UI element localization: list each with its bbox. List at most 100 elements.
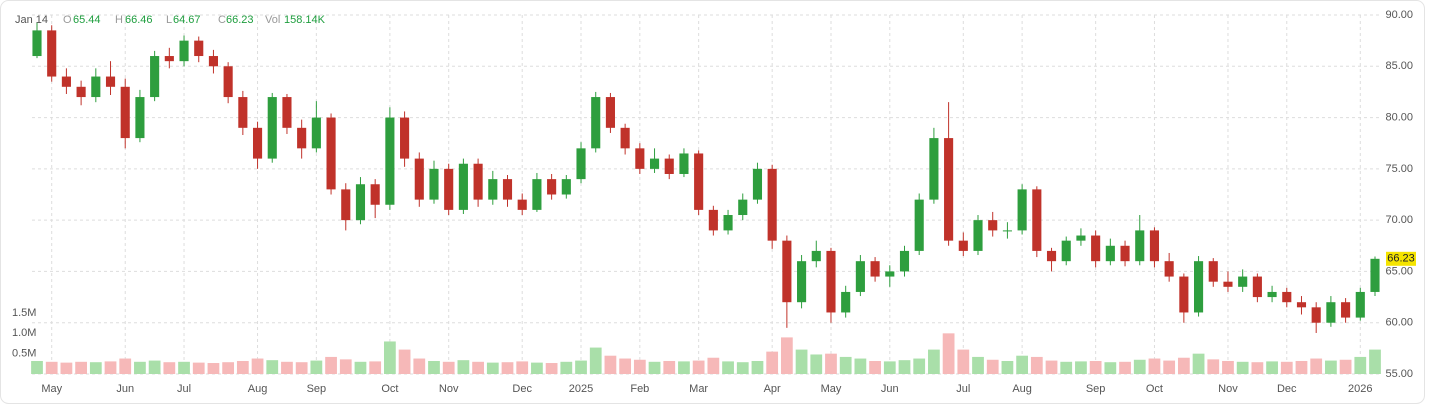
x-tick-label: Jun bbox=[116, 383, 134, 395]
volume-bar bbox=[1001, 360, 1014, 374]
volume-bar bbox=[1089, 360, 1102, 374]
volume-bar bbox=[192, 362, 205, 374]
candle-body bbox=[885, 271, 895, 277]
candle-body bbox=[1164, 261, 1174, 277]
volume-bar bbox=[104, 361, 117, 374]
candle-body bbox=[855, 261, 865, 292]
candle-body bbox=[179, 40, 189, 62]
candle-body bbox=[1355, 291, 1365, 318]
volume-bar bbox=[1030, 356, 1043, 374]
volume-bar bbox=[1045, 360, 1058, 374]
candle-body bbox=[355, 184, 366, 221]
last-price-box bbox=[1386, 251, 1416, 266]
candle-body bbox=[91, 76, 101, 98]
candle-body bbox=[370, 184, 380, 205]
volume-bar bbox=[942, 333, 955, 374]
candle-body bbox=[635, 148, 645, 169]
candle-body bbox=[61, 76, 71, 87]
volume-bar bbox=[1222, 360, 1234, 374]
candle-body bbox=[1194, 261, 1204, 313]
volume-bar bbox=[839, 356, 852, 374]
volume-bar bbox=[972, 356, 984, 374]
candle-body bbox=[1326, 302, 1336, 323]
candle-body bbox=[311, 117, 321, 149]
volume-bar bbox=[1163, 360, 1176, 374]
volume-bar bbox=[736, 362, 749, 374]
candle-body bbox=[120, 86, 130, 139]
candle-body bbox=[532, 179, 542, 210]
candle-body bbox=[267, 97, 277, 159]
field-label: C bbox=[218, 14, 226, 26]
volume-bar bbox=[854, 358, 867, 374]
candle-body bbox=[444, 168, 454, 210]
x-tick-label: Oct bbox=[1146, 383, 1163, 395]
candle-body bbox=[1208, 261, 1218, 282]
header: Jan 14 O 65.44 H 66.46 L 64.67 C 66.23 V… bbox=[15, 14, 326, 26]
field-value: 66.23 bbox=[226, 14, 254, 26]
y-tick-label: 85.00 bbox=[1385, 60, 1413, 72]
volume-bar bbox=[383, 341, 396, 374]
x-tick-label: Jun bbox=[881, 383, 899, 395]
x-tick-label: 2025 bbox=[569, 383, 593, 395]
candle-body bbox=[47, 30, 57, 77]
volume-bar bbox=[281, 361, 293, 374]
candle-body bbox=[841, 291, 851, 313]
volume-bar bbox=[1339, 359, 1352, 374]
x-tick-label: Mar bbox=[689, 383, 708, 395]
volume-bar bbox=[913, 358, 926, 374]
volume-bar bbox=[928, 349, 940, 374]
volume-bar bbox=[986, 359, 999, 374]
candle-body bbox=[797, 261, 807, 303]
field-label: O bbox=[63, 14, 72, 26]
volume-bar bbox=[898, 360, 911, 374]
volume-bar bbox=[207, 363, 220, 374]
candle-body bbox=[1120, 245, 1130, 262]
candle-body bbox=[458, 163, 468, 210]
candle-body bbox=[826, 250, 836, 313]
volume-bar bbox=[413, 358, 426, 374]
volume-bar bbox=[1075, 361, 1087, 374]
volume-bar bbox=[222, 362, 235, 374]
candle-body bbox=[385, 117, 395, 205]
candle-body bbox=[899, 250, 910, 272]
candle-body bbox=[782, 240, 792, 303]
volume-bar bbox=[766, 351, 779, 374]
candle-body bbox=[76, 86, 86, 98]
candle-body bbox=[1091, 235, 1101, 262]
x-tick-label: Nov bbox=[439, 383, 459, 395]
volume-bar bbox=[1133, 359, 1146, 374]
candle-body bbox=[1341, 302, 1351, 318]
candle-body bbox=[1311, 307, 1321, 323]
volume-bar bbox=[575, 360, 587, 374]
volume-bar bbox=[339, 359, 352, 374]
x-tick-label: Apr bbox=[764, 383, 781, 395]
candle-body bbox=[1267, 291, 1277, 298]
volume-bar bbox=[310, 360, 323, 374]
candle-body bbox=[414, 158, 424, 200]
x-tick-label: May bbox=[821, 383, 842, 395]
volume-bar bbox=[957, 349, 970, 374]
volume-bar bbox=[619, 358, 632, 374]
candle-body bbox=[208, 56, 218, 67]
y2-tick-label: 1.0M bbox=[12, 327, 36, 339]
x-tick-label: Aug bbox=[1012, 383, 1032, 395]
volume-bar bbox=[163, 362, 176, 374]
y-tick-label: 70.00 bbox=[1385, 214, 1413, 226]
y2-tick-label: 1.5M bbox=[12, 307, 36, 319]
candle-body bbox=[326, 117, 336, 190]
x-tick-label: Sep bbox=[307, 383, 327, 395]
volume-bar bbox=[692, 360, 705, 374]
candle-body bbox=[958, 240, 968, 251]
candle-body bbox=[576, 148, 586, 180]
candle-body bbox=[605, 97, 615, 128]
candle-body bbox=[502, 179, 513, 200]
volume-bar bbox=[251, 358, 264, 374]
candle-body bbox=[105, 76, 116, 87]
candle-body bbox=[1046, 250, 1057, 262]
volume-bar bbox=[1104, 362, 1117, 374]
field-value: 64.67 bbox=[173, 14, 201, 26]
candle-body bbox=[561, 179, 571, 195]
candle-body bbox=[297, 127, 307, 149]
candle-body bbox=[1296, 302, 1307, 308]
x-tick-label: 2026 bbox=[1348, 383, 1372, 395]
